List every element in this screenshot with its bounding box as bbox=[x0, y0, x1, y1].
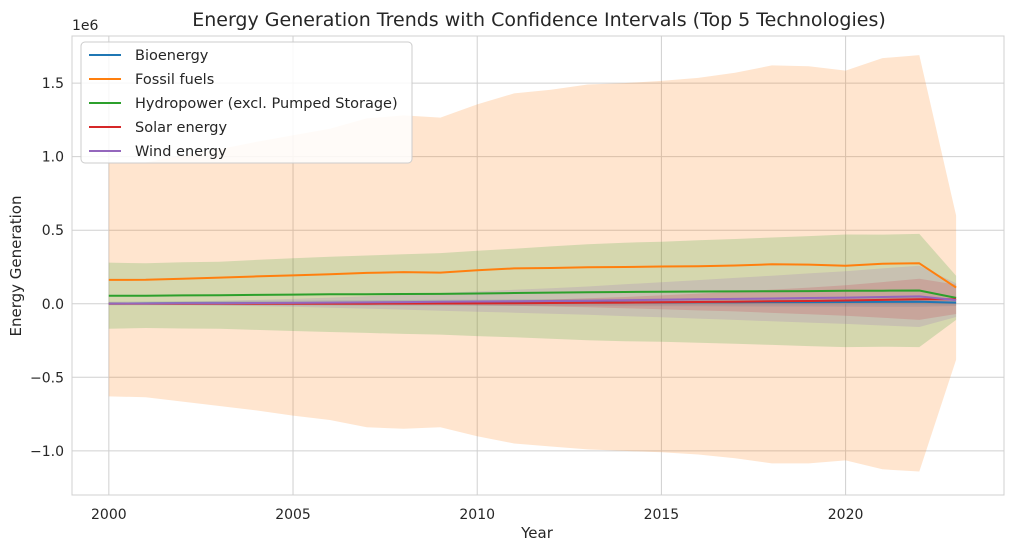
legend-box bbox=[80, 41, 413, 164]
confidence-band bbox=[108, 265, 957, 327]
y-tick-label: −0.5 bbox=[30, 370, 64, 386]
legend-label: Fossil fuels bbox=[135, 72, 214, 88]
series-line bbox=[108, 295, 957, 305]
confidence-band bbox=[108, 233, 957, 348]
x-tick-label: 2000 bbox=[91, 507, 127, 523]
y-tick-label: 1.0 bbox=[42, 150, 64, 166]
tick-labels: 2000 2005 2010 2015 2020 −1.0 −0.5 0.0 0.5 1.0 1.5 bbox=[30, 76, 863, 523]
y-axis-title: Energy Generation bbox=[7, 196, 25, 337]
chart-title: Energy Generation Trends with Confidence… bbox=[192, 9, 886, 31]
x-axis-title: Year bbox=[520, 524, 554, 542]
x-tick-label: 2015 bbox=[644, 507, 680, 523]
series-line bbox=[108, 262, 957, 289]
x-tick-label: 2005 bbox=[275, 507, 311, 523]
legend-label: Hydropower (excl. Pumped Storage) bbox=[135, 96, 398, 112]
legend-label: Solar energy bbox=[135, 120, 228, 136]
plot-frame bbox=[71, 35, 1005, 496]
y-tick-label: −1.0 bbox=[30, 444, 64, 460]
y-axis-offset-label: 1e6 bbox=[72, 18, 99, 34]
y-tick-label: 0.0 bbox=[42, 297, 64, 313]
confidence-band bbox=[108, 278, 957, 320]
series-line bbox=[108, 289, 957, 299]
y-tick-label: 1.5 bbox=[42, 76, 64, 92]
legend: Bioenergy Fossil fuels Hydropower (excl. P… bbox=[80, 41, 413, 164]
series-lines bbox=[108, 262, 957, 305]
x-tick-label: 2010 bbox=[459, 507, 495, 523]
x-tick-label: 2020 bbox=[828, 507, 864, 523]
y-tick-label: 0.5 bbox=[42, 223, 64, 239]
legend-label: Bioenergy bbox=[135, 48, 209, 64]
legend-label: Wind energy bbox=[135, 144, 227, 160]
